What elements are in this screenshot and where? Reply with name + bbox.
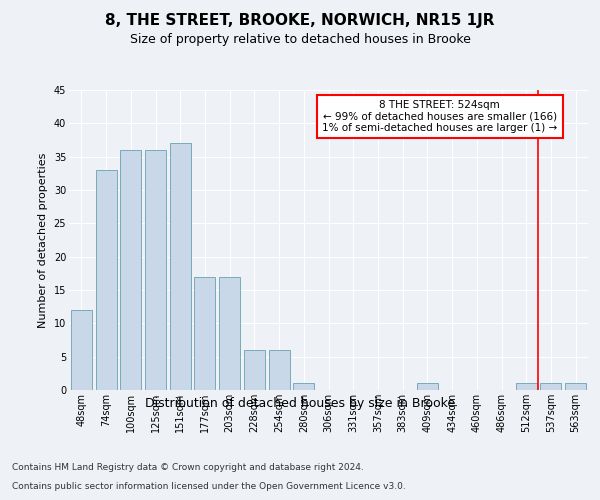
Bar [194,276,215,390]
Bar [417,384,438,390]
Bar [95,170,116,390]
Text: 8 THE STREET: 524sqm
← 99% of detached houses are smaller (166)
1% of semi-detac: 8 THE STREET: 524sqm ← 99% of detached h… [322,100,557,133]
Text: Size of property relative to detached houses in Brooke: Size of property relative to detached ho… [130,32,470,46]
Text: Contains HM Land Registry data © Crown copyright and database right 2024.: Contains HM Land Registry data © Crown c… [12,464,364,472]
Bar [120,150,141,390]
Bar [516,384,537,390]
Bar [541,384,562,390]
Y-axis label: Number of detached properties: Number of detached properties [38,152,48,328]
Bar [145,150,166,390]
Bar [244,350,265,390]
Bar [565,384,586,390]
Bar [269,350,290,390]
Text: Contains public sector information licensed under the Open Government Licence v3: Contains public sector information licen… [12,482,406,491]
Bar [71,310,92,390]
Bar [293,384,314,390]
Text: 8, THE STREET, BROOKE, NORWICH, NR15 1JR: 8, THE STREET, BROOKE, NORWICH, NR15 1JR [105,12,495,28]
Bar [219,276,240,390]
Text: Distribution of detached houses by size in Brooke: Distribution of detached houses by size … [145,398,455,410]
Bar [170,144,191,390]
